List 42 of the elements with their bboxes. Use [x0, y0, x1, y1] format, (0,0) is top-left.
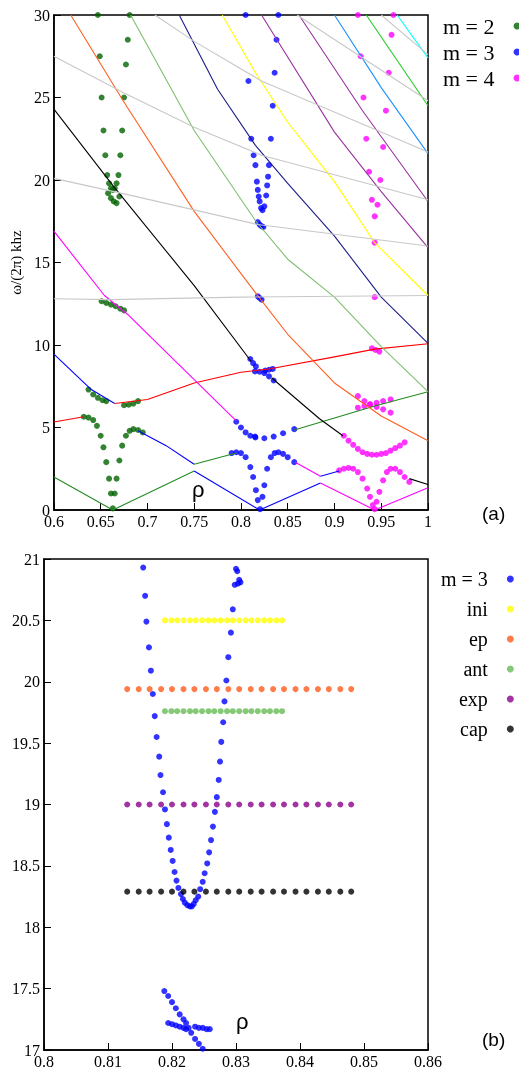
x-tick-label: 0.86	[414, 1052, 442, 1070]
y-tick-label: 5	[41, 419, 50, 436]
y-tick-label: 25	[33, 89, 50, 106]
x-tick-label: 0.84	[286, 1052, 314, 1070]
y-tick-label: 17.5	[12, 980, 40, 998]
x-axis-title: ρ	[236, 1008, 249, 1034]
legend-label: m = 4	[442, 65, 495, 91]
text: (b)	[482, 1029, 506, 1050]
x-tick-label: 0.85	[273, 512, 302, 530]
legend-label: m = 2	[442, 13, 495, 39]
x-tick-label: 0.7	[137, 512, 158, 530]
x-tick-label: 0.65	[86, 512, 115, 530]
y-tick-label: 10	[33, 336, 50, 354]
y-tick-label: 15	[33, 254, 50, 271]
y-tick-label: 20.5	[12, 611, 40, 629]
y-tick-label: 19	[24, 796, 40, 813]
y-tick-label: 18.5	[12, 857, 40, 875]
y-tick-label: 20	[24, 673, 40, 691]
y-tick-label: 20	[33, 171, 50, 189]
text: (a)	[482, 503, 506, 524]
legend-label: cap	[460, 718, 488, 741]
x-tick-label: 0.8	[230, 512, 251, 530]
y-axis-title: ω/(2π) khz	[7, 229, 25, 295]
x-tick-label: 0.95	[367, 512, 396, 530]
x-tick-label: 0.81	[94, 1052, 122, 1070]
legend-label: exp	[458, 688, 488, 711]
legend-label: ini	[466, 598, 489, 620]
legend-label: ant	[463, 658, 489, 680]
x-tick-label: 0.83	[222, 1052, 250, 1070]
x-tick-label: 1	[424, 512, 432, 530]
y-tick-label: 21	[24, 550, 40, 568]
y-tick-label: 30	[33, 6, 50, 24]
legend-label: m = 3	[442, 39, 495, 65]
x-tick-label: 0.75	[180, 512, 209, 530]
y-tick-label: 19.5	[12, 734, 40, 752]
legend-label: m = 3	[440, 568, 488, 590]
y-tick-label: 18	[24, 918, 40, 936]
x-axis-title: ρ	[192, 476, 205, 502]
x-tick-label: 0.85	[350, 1052, 378, 1070]
x-tick-label: 0.82	[158, 1052, 186, 1070]
legend-label: ep	[468, 628, 488, 651]
x-tick-label: 0.9	[324, 512, 345, 530]
